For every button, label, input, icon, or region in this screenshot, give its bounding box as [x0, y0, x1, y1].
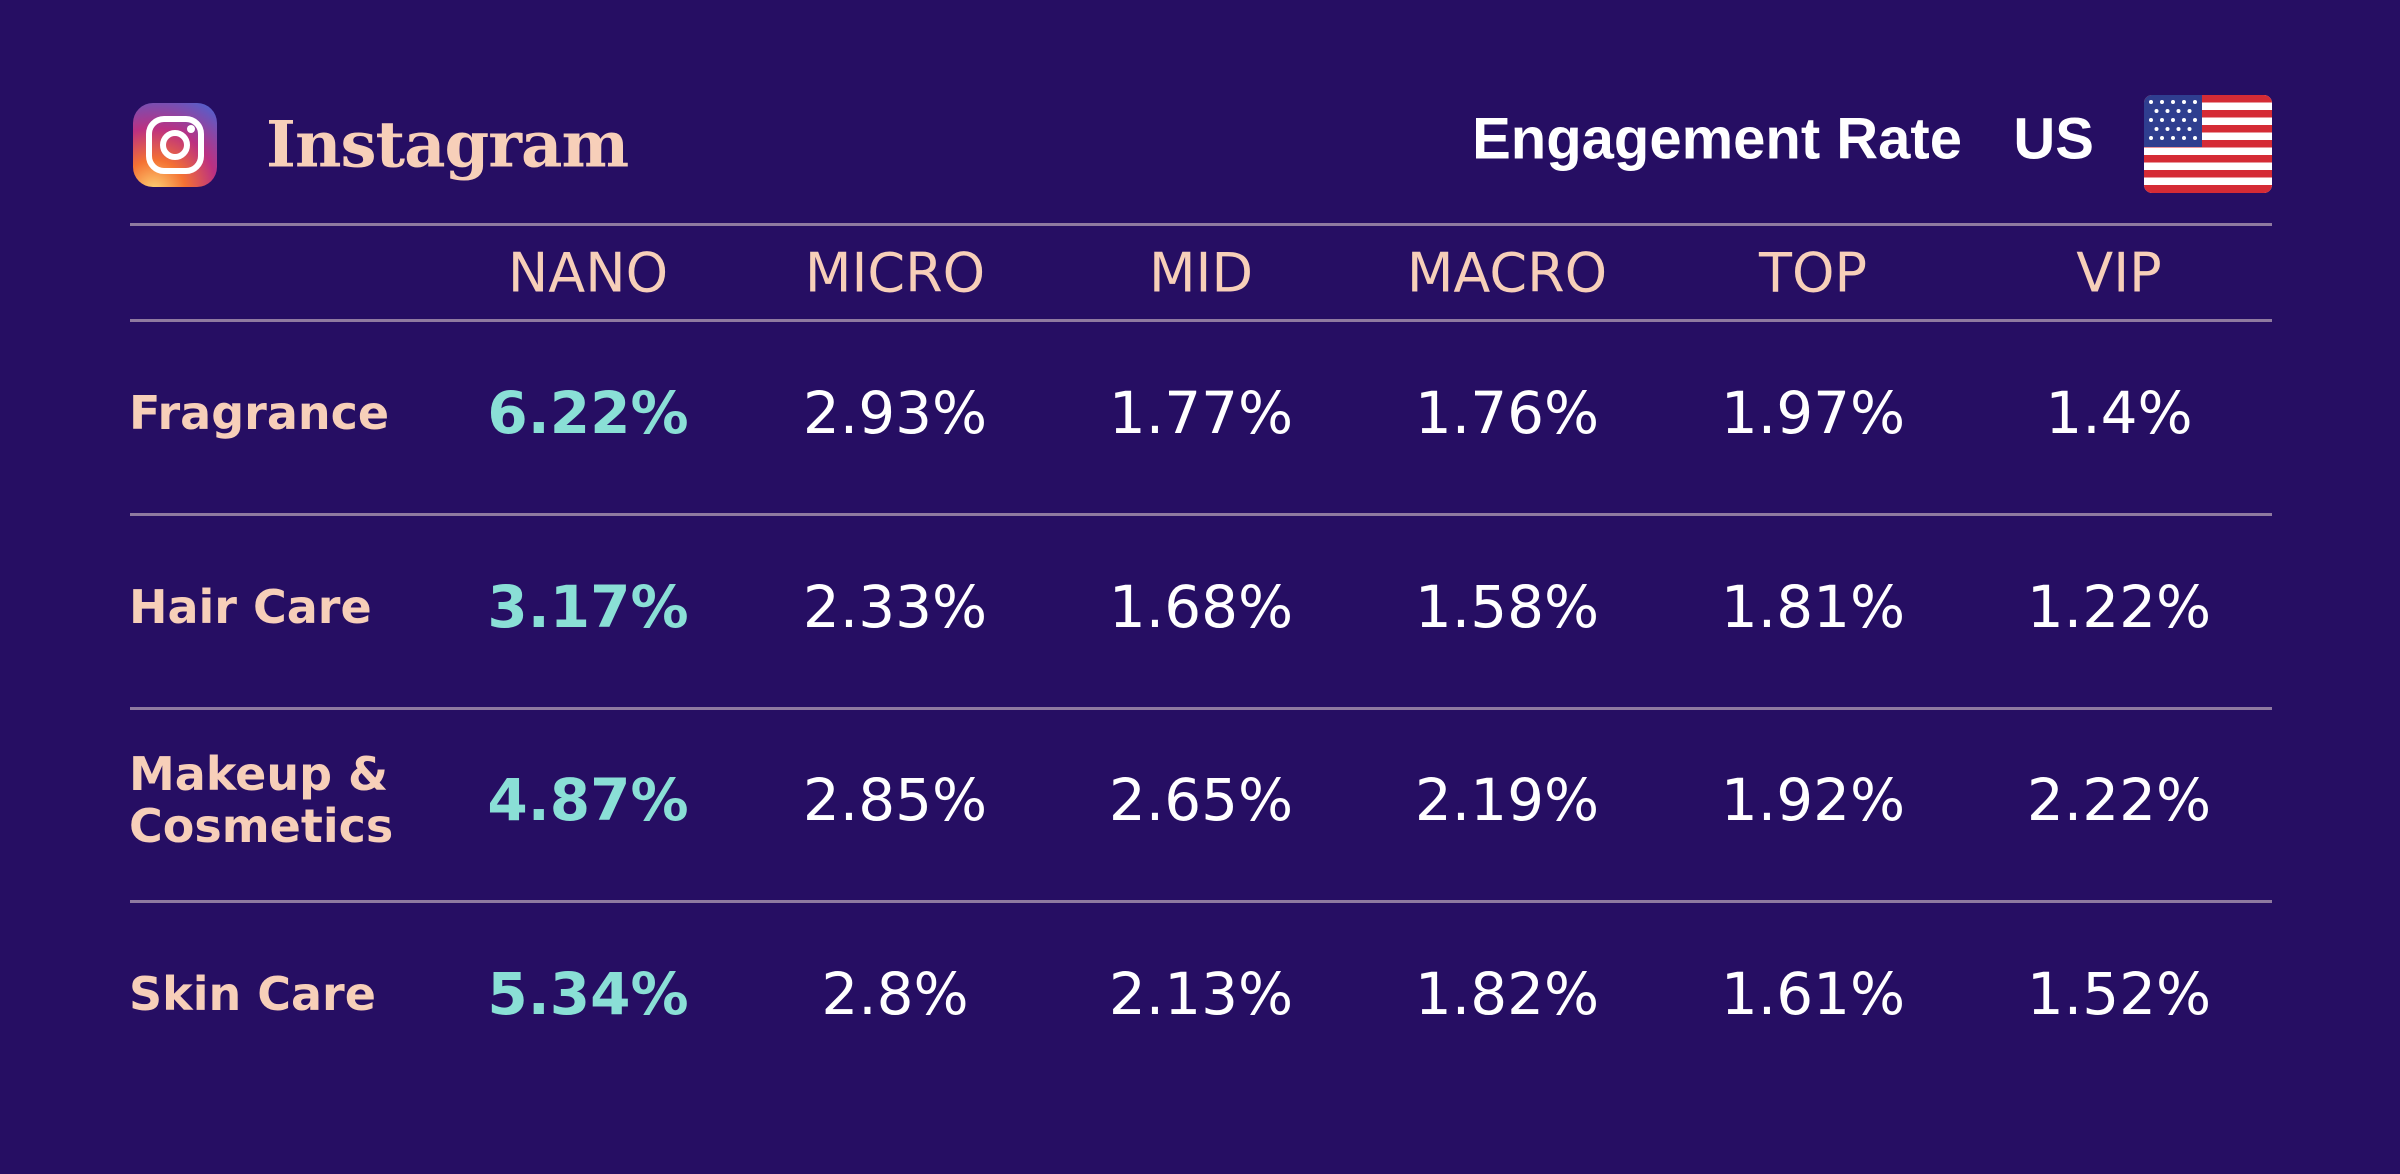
table-cell-value: 1.97% [1720, 379, 1906, 447]
column-header: MICRO [804, 241, 986, 305]
country-label: US [2013, 106, 2094, 172]
column-header: MID [1148, 241, 1254, 305]
table-cell-value: 1.68% [1108, 573, 1294, 641]
table-cell-value: 6.22% [487, 379, 689, 447]
table-cell-value: 2.13% [1108, 960, 1294, 1028]
table-cell-value: 2.85% [802, 766, 988, 834]
table-cell-value: 1.58% [1414, 573, 1600, 641]
table-divider [130, 319, 2272, 322]
row-label: Hair Care [129, 580, 372, 634]
instagram-logo-icon [133, 103, 217, 187]
table-cell-value: 4.87% [487, 766, 689, 834]
table-cell-value: 2.33% [802, 573, 988, 641]
table-cell-value: 1.81% [1720, 573, 1906, 641]
column-header: NANO [507, 241, 669, 305]
column-header: MACRO [1406, 241, 1608, 305]
table-cell-value: 1.61% [1720, 960, 1906, 1028]
table-divider [130, 513, 2272, 516]
row-label: Makeup & Cosmetics [129, 747, 394, 853]
table-cell-value: 2.65% [1108, 766, 1294, 834]
column-header: TOP [1758, 241, 1868, 305]
row-label: Fragrance [129, 386, 390, 440]
table-cell-value: 3.17% [487, 573, 689, 641]
table-cell-value: 5.34% [487, 960, 689, 1028]
table-divider [130, 900, 2272, 903]
brand-name: Instagram [266, 107, 629, 183]
metric-title: Engagement Rate [1472, 106, 1962, 172]
table-cell-value: 2.8% [821, 960, 969, 1028]
us-flag-icon [2144, 95, 2272, 193]
table-cell-value: 2.22% [2026, 766, 2212, 834]
table-cell-value: 1.82% [1414, 960, 1600, 1028]
row-label: Skin Care [129, 967, 376, 1021]
table-cell-value: 2.19% [1414, 766, 1600, 834]
table-cell-value: 2.93% [802, 379, 988, 447]
header: Instagram Engagement Rate US [130, 95, 2272, 195]
column-header: VIP [2076, 241, 2162, 305]
table-cell-value: 1.22% [2026, 573, 2212, 641]
table-cell-value: 1.4% [2045, 379, 2193, 447]
table-divider [130, 707, 2272, 710]
table-cell-value: 1.77% [1108, 379, 1294, 447]
table-divider [130, 223, 2272, 226]
table-cell-value: 1.92% [1720, 766, 1906, 834]
table-cell-value: 1.76% [1414, 379, 1600, 447]
table-cell-value: 1.52% [2026, 960, 2212, 1028]
